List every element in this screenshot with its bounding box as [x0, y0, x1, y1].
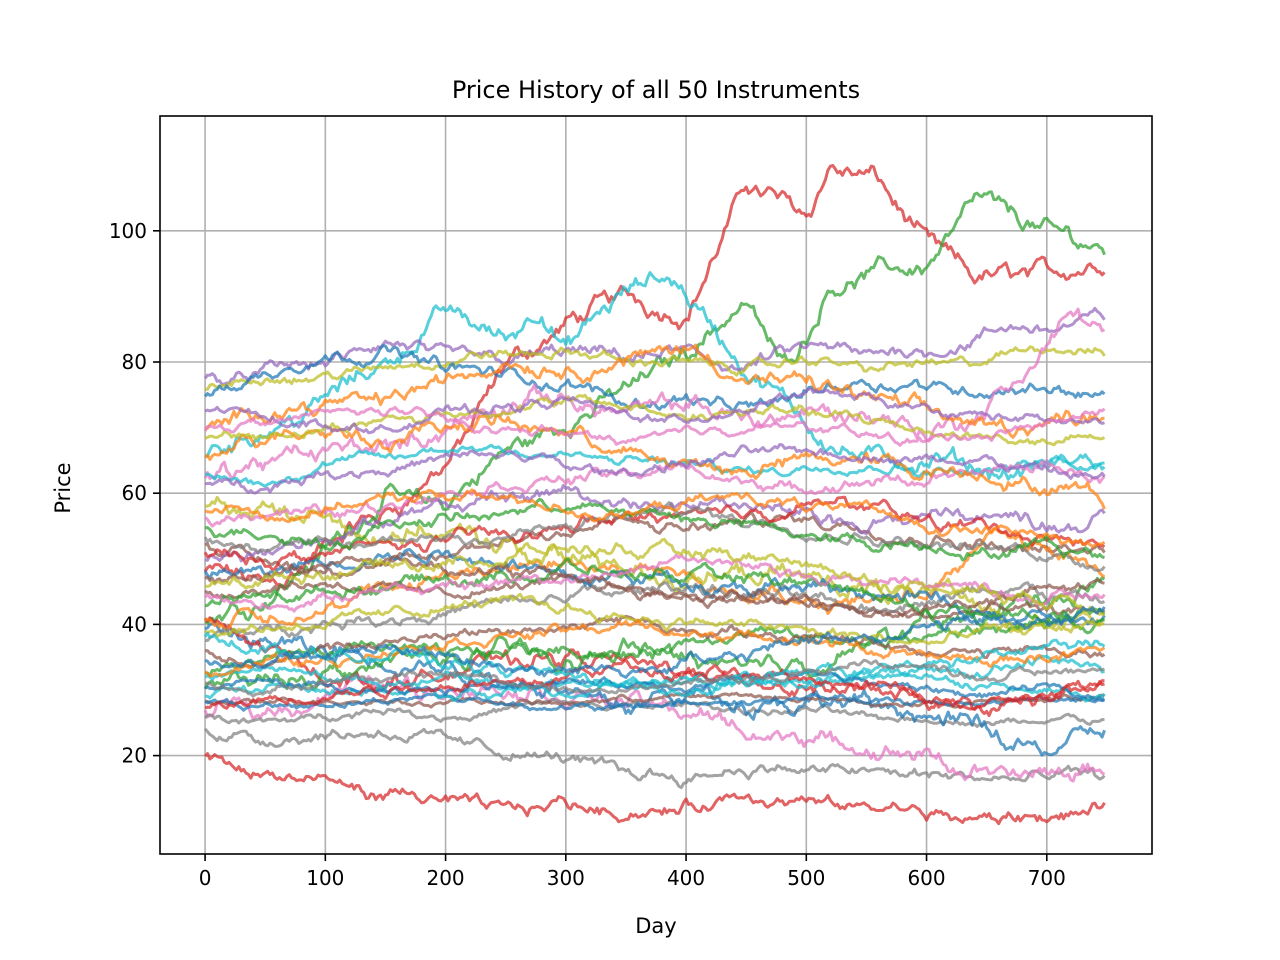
series-line — [205, 495, 1106, 636]
series-line — [203, 405, 1106, 447]
series-line — [204, 459, 1106, 528]
series-line — [204, 414, 1106, 510]
series-line — [204, 658, 1106, 698]
series-line — [203, 306, 1106, 386]
series-line — [204, 387, 1105, 435]
y-tick-label: 80 — [122, 350, 147, 374]
series-line — [204, 497, 1106, 562]
series-line — [204, 691, 1105, 709]
x-tick-label: 500 — [787, 866, 825, 890]
series-line — [204, 554, 1105, 619]
x-tick-label: 700 — [1028, 866, 1066, 890]
x-tick-label: 200 — [426, 866, 464, 890]
series-line — [203, 752, 1106, 826]
y-tick-label: 20 — [122, 744, 147, 768]
y-tick-label: 40 — [122, 612, 147, 636]
series-group — [203, 164, 1106, 826]
y-tick-label: 60 — [122, 481, 147, 505]
series-line — [204, 557, 1105, 635]
x-tick-label: 0 — [199, 866, 212, 890]
series-line — [203, 553, 1106, 613]
series-line — [204, 488, 1106, 548]
series-line — [204, 581, 1106, 643]
series-line — [204, 592, 1105, 646]
x-axis-label: Day — [635, 914, 676, 938]
series-line — [204, 658, 1105, 711]
y-axis-label: Price — [51, 462, 75, 513]
series-line — [203, 307, 1106, 481]
plot-frame — [159, 115, 1153, 855]
series-line — [203, 164, 1106, 589]
series-line — [204, 537, 1106, 617]
series-line — [205, 443, 1106, 495]
series-line — [204, 607, 1106, 678]
series-line — [204, 605, 1106, 679]
axis-ticks: 0 100 200 300 400 500 600 700 20 40 60 80 100 — [109, 219, 1066, 890]
series-line — [204, 343, 1105, 439]
series-line — [205, 614, 1106, 669]
x-tick-label: 100 — [306, 866, 344, 890]
x-tick-label: 400 — [667, 866, 705, 890]
y-tick-label: 100 — [109, 219, 147, 243]
x-tick-label: 600 — [907, 866, 945, 890]
series-line — [204, 345, 1106, 391]
series-line — [204, 271, 1106, 481]
chart-title: Price History of all 50 Instruments — [452, 76, 860, 104]
series-line — [204, 663, 1106, 703]
x-tick-label: 300 — [547, 866, 585, 890]
